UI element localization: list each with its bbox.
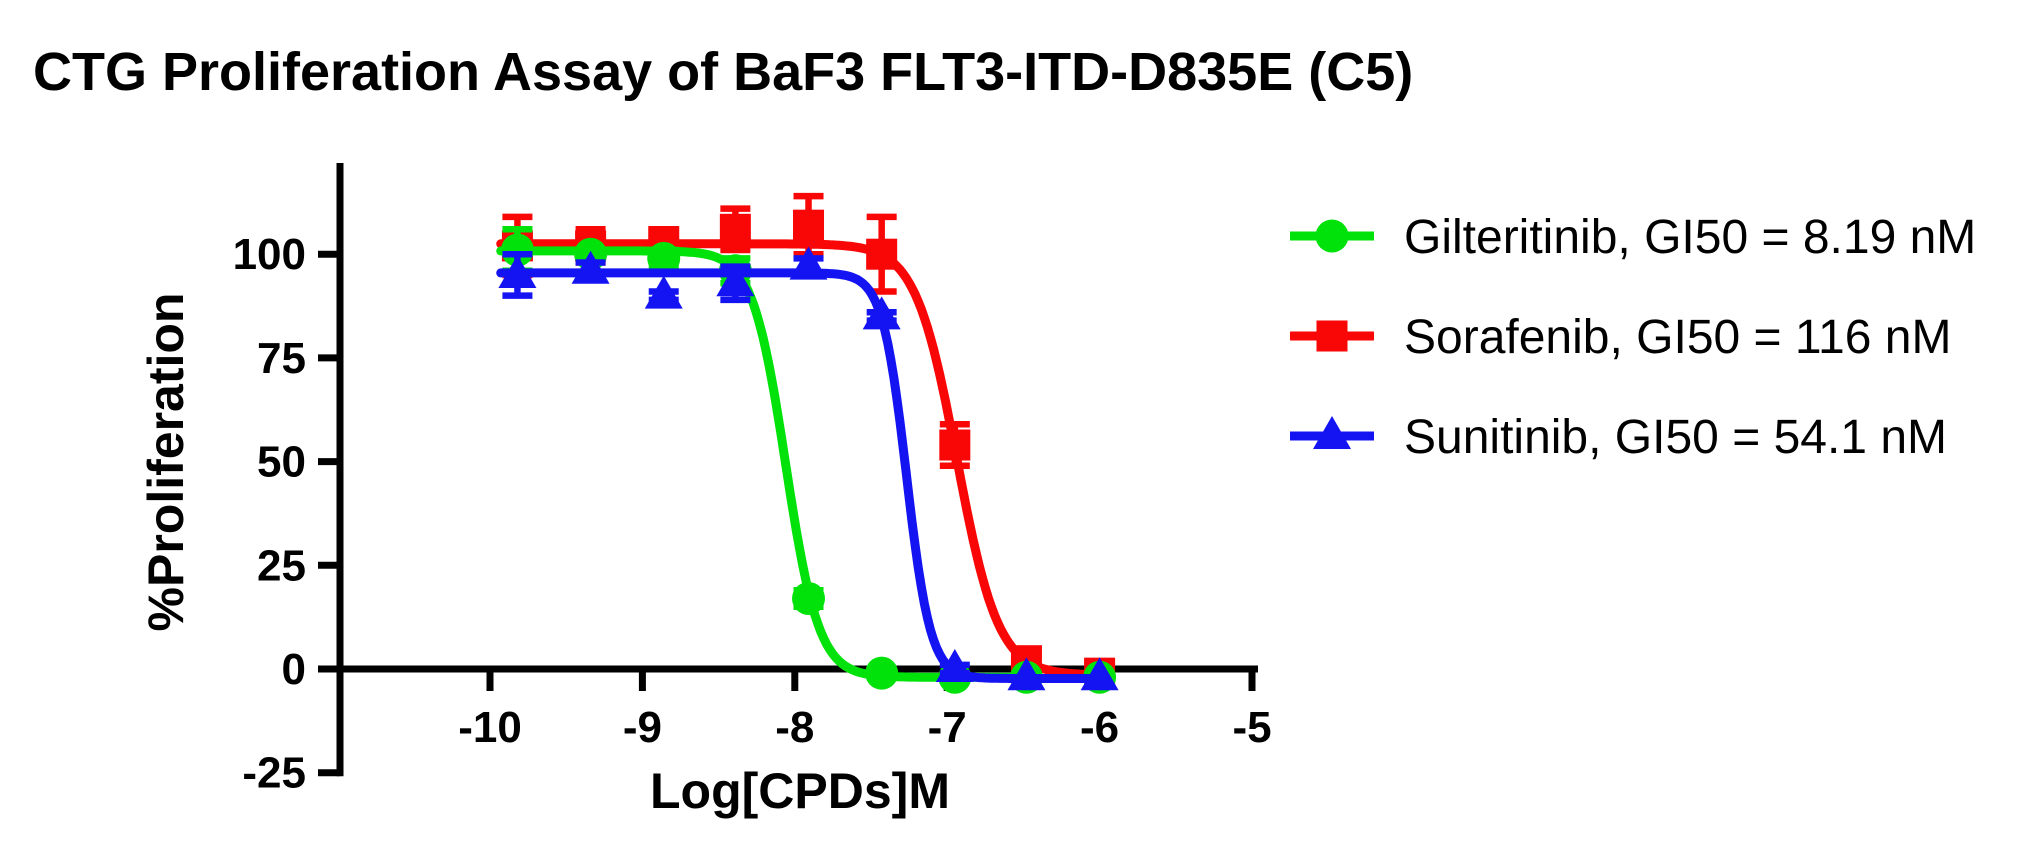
y-tick-label: 0	[282, 645, 306, 694]
data-point-sorafenib	[793, 209, 825, 241]
data-point-sorafenib	[866, 238, 898, 270]
legend-label-gilteritinib: Gilteritinib, GI50 = 8.19 nM	[1404, 211, 1976, 264]
legend-label-sunitinib: Sunitinib, GI50 = 54.1 nM	[1404, 411, 1947, 464]
y-tick-label: 100	[233, 230, 306, 279]
legend: Gilteritinib, GI50 = 8.19 nM Sorafenib, G…	[1290, 211, 1976, 464]
data-point-gilteritinib	[500, 233, 534, 267]
x-tick-label: -7	[928, 703, 967, 752]
x-tick-label: -8	[775, 703, 814, 752]
data-point-sunitinib	[1007, 657, 1046, 691]
data-point-sunitinib	[1080, 657, 1119, 691]
legend-label-sorafenib: Sorafenib, GI50 = 116 nM	[1404, 311, 1951, 364]
series-sunitinib	[496, 246, 1119, 691]
series-gilteritinib	[496, 226, 1117, 694]
data-point-gilteritinib	[865, 656, 899, 690]
data-point-sunitinib	[789, 246, 828, 280]
data-point-sunitinib	[571, 250, 610, 284]
legend-item-gilteritinib: Gilteritinib, GI50 = 8.19 nM	[1290, 211, 1976, 264]
axes: -25 0 25 50 75 100 -10 -9 -8 -7 -6 -5	[233, 163, 1272, 798]
data-point-sunitinib	[862, 296, 901, 330]
data-point-sunitinib	[644, 275, 683, 309]
y-axis-title: %Proliferation	[138, 293, 194, 632]
x-axis-title: Log[CPDs]M	[650, 763, 950, 819]
fit-curve-sunitinib	[496, 268, 1106, 683]
series-layer	[496, 192, 1119, 694]
x-tick-label: -9	[623, 703, 662, 752]
legend-marker-circle	[1315, 219, 1349, 253]
y-tick-label: 50	[257, 438, 306, 487]
chart-title: CTG Proliferation Assay of BaF3 FLT3-ITD…	[33, 42, 1413, 102]
data-point-sorafenib	[939, 429, 971, 461]
legend-marker-triangle	[1313, 416, 1351, 449]
x-tick-label: -10	[458, 703, 522, 752]
data-point-sunitinib	[935, 649, 974, 682]
y-tick-label: -25	[242, 749, 306, 798]
x-tick-label: -5	[1232, 703, 1271, 752]
data-point-sunitinib	[716, 263, 755, 297]
legend-item-sorafenib: Sorafenib, GI50 = 116 nM	[1290, 311, 1951, 364]
legend-item-sunitinib: Sunitinib, GI50 = 54.1 nM	[1290, 411, 1947, 464]
y-tick-label: 75	[257, 334, 306, 383]
legend-marker-square	[1316, 320, 1348, 352]
data-point-gilteritinib	[647, 241, 681, 275]
data-point-sorafenib	[719, 213, 751, 245]
y-tick-label: 25	[257, 541, 306, 590]
x-tick-label: -6	[1080, 703, 1119, 752]
data-point-gilteritinib	[792, 581, 826, 615]
data-point-sunitinib	[498, 254, 537, 288]
